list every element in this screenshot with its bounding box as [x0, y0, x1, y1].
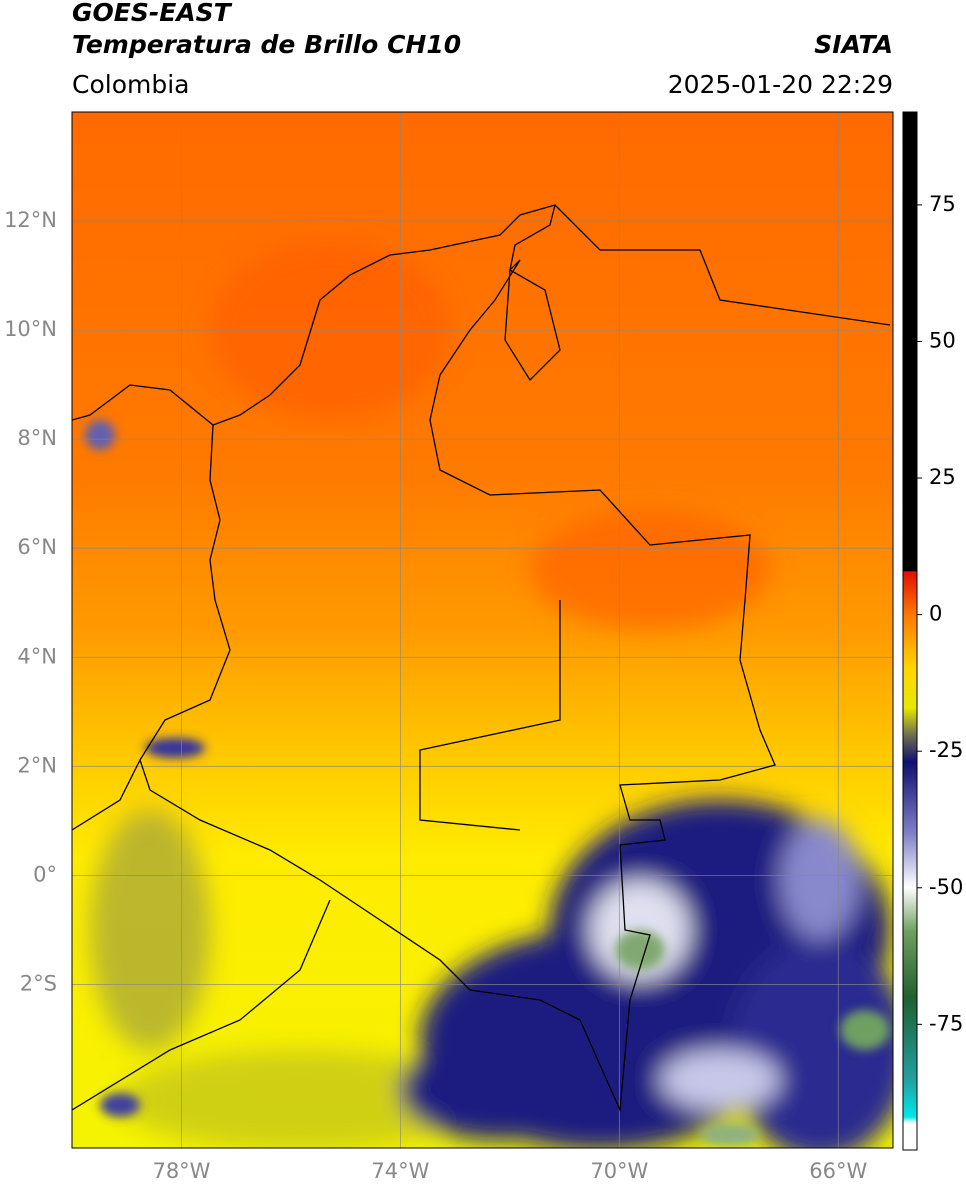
colorbar-tick-label: -75 — [929, 1011, 963, 1035]
colorbar-tick-label: -25 — [929, 738, 963, 762]
lat-tick-label: 2°S — [20, 971, 57, 995]
colorbar — [902, 111, 918, 1151]
lon-tick-label: 78°W — [152, 1159, 210, 1183]
grid — [72, 112, 893, 1148]
lat-tick-label: 6°N — [17, 535, 57, 559]
lon-tick-label: 74°W — [371, 1159, 429, 1183]
colorbar-tick-label: -50 — [929, 875, 963, 899]
lon-tick-label: 66°W — [809, 1159, 867, 1183]
lon-tick-label: 70°W — [590, 1159, 648, 1183]
lat-tick-label: 0° — [33, 862, 57, 886]
colorbar-tick-label: 25 — [929, 465, 956, 489]
lat-tick-label: 4°N — [17, 644, 57, 668]
map-frame — [71, 111, 894, 1149]
imagery — [72, 112, 893, 1148]
datetime: 2025-01-20 22:29 — [668, 70, 893, 99]
satellite: GOES-EAST — [72, 0, 233, 27]
borders — [72, 204, 891, 1113]
colorbar-tick-label: 0 — [929, 602, 942, 626]
region: Colombia — [72, 70, 189, 99]
colorbar-tick-label: 50 — [929, 328, 956, 352]
lat-tick-label: 10°N — [4, 317, 57, 341]
source: SIATA — [814, 30, 893, 59]
lat-tick-label: 8°N — [17, 426, 57, 450]
lat-tick-label: 12°N — [4, 208, 57, 232]
product: Temperatura de Brillo CH10 — [72, 30, 461, 59]
colorbar-tick-label: 75 — [929, 192, 956, 216]
lat-tick-label: 2°N — [17, 753, 57, 777]
